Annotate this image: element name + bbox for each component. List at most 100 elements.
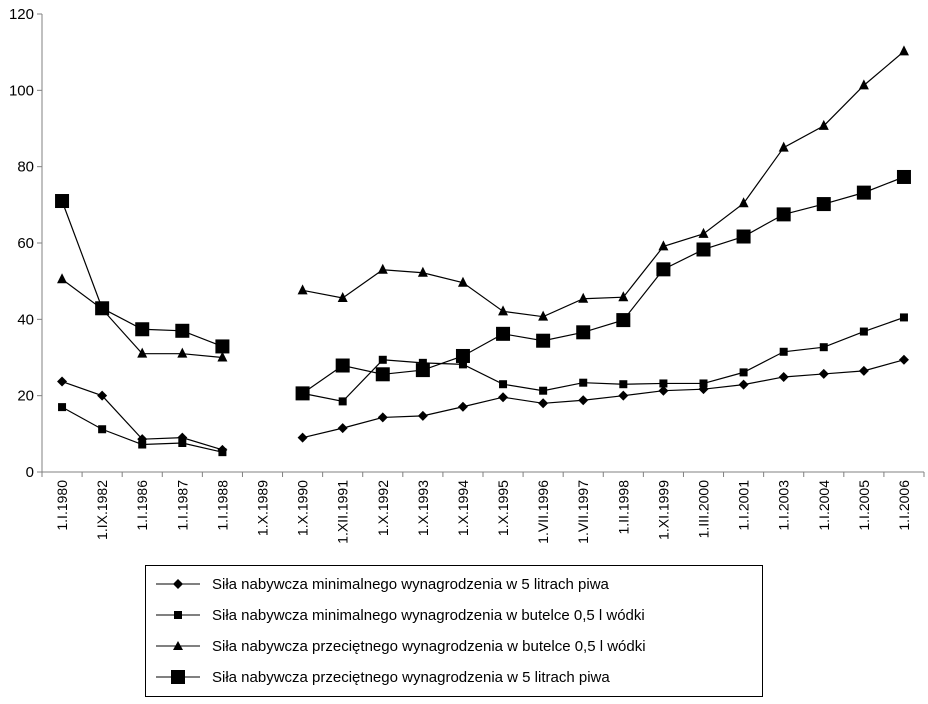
data-point-triangle bbox=[738, 197, 749, 208]
data-point-square bbox=[98, 425, 107, 434]
x-tick-label: 1.XII.1991 bbox=[335, 480, 351, 544]
x-tick-label: 1.I.1980 bbox=[54, 480, 70, 531]
data-point-square-large bbox=[295, 386, 310, 401]
legend-entry-2: Siła nabywcza minimalnego wynagrodzenia … bbox=[154, 603, 645, 627]
x-tick-label: 1.XI.1999 bbox=[655, 480, 671, 540]
series-3 bbox=[57, 45, 909, 362]
data-point-square bbox=[699, 379, 708, 388]
y-tick-label: 120 bbox=[9, 6, 34, 23]
data-point-triangle bbox=[618, 291, 629, 302]
data-point-square-large bbox=[576, 325, 591, 340]
data-point-triangle bbox=[578, 292, 589, 303]
data-point-square bbox=[859, 327, 868, 336]
data-point-square bbox=[218, 448, 227, 457]
x-tick-label: 1.I.2004 bbox=[816, 480, 832, 531]
data-point-diamond bbox=[818, 368, 829, 379]
data-point-square bbox=[58, 403, 67, 412]
data-point-square bbox=[579, 378, 588, 387]
data-point-square bbox=[338, 397, 347, 406]
data-point-diamond bbox=[578, 395, 589, 406]
y-tick-label: 20 bbox=[17, 388, 34, 405]
x-tick-label: 1.VII.1996 bbox=[535, 480, 551, 544]
data-point-square bbox=[539, 386, 548, 395]
data-point-triangle bbox=[698, 227, 709, 238]
data-point-square bbox=[619, 380, 628, 389]
data-point-square-large bbox=[736, 229, 751, 244]
data-point-square-large bbox=[496, 326, 511, 341]
y-tick-label: 100 bbox=[9, 82, 34, 99]
x-tick-label: 1.X.1995 bbox=[495, 480, 511, 536]
data-point-square-large bbox=[656, 262, 671, 277]
data-point-diamond bbox=[778, 371, 789, 382]
x-tick-label: 1.I.2005 bbox=[856, 480, 872, 531]
y-tick-label: 40 bbox=[17, 311, 34, 328]
legend-label-2: Siła nabywcza minimalnego wynagrodzenia … bbox=[212, 606, 645, 624]
data-point-triangle bbox=[498, 305, 509, 316]
x-tick-label: 1.I.1987 bbox=[174, 480, 190, 531]
data-point-square bbox=[378, 355, 387, 364]
data-point-square-large bbox=[135, 322, 150, 337]
data-point-diamond bbox=[538, 398, 549, 409]
data-point-triangle bbox=[898, 45, 909, 56]
x-tick-label: 1.X.1994 bbox=[455, 480, 471, 536]
series-line bbox=[302, 359, 905, 439]
data-point-square-large bbox=[455, 348, 470, 363]
line-chart: 0 20 40 60 80 100 120 1.I.1980 1.IX.1982 1.I.1986… bbox=[9, 6, 925, 544]
x-tick-label: 1.I.1988 bbox=[214, 480, 230, 531]
data-point-diamond bbox=[97, 390, 108, 401]
series-line bbox=[302, 316, 905, 403]
x-tick-label: 1.X.1989 bbox=[255, 480, 271, 536]
y-tick-label: 60 bbox=[17, 235, 34, 252]
x-tick-label: 1.X.1992 bbox=[375, 480, 391, 536]
data-point-diamond bbox=[297, 432, 308, 443]
data-point-triangle bbox=[137, 347, 148, 358]
chart-ticks: 0 20 40 60 80 100 120 1.I.1980 1.IX.1982 1.I.1986… bbox=[9, 6, 925, 544]
data-point-triangle bbox=[778, 141, 789, 152]
data-point-square-large bbox=[696, 242, 711, 257]
legend-entry-4: Siła nabywcza przeciętnego wynagrodzenia… bbox=[154, 665, 610, 689]
data-point-diamond bbox=[658, 385, 669, 396]
data-point-square-large bbox=[816, 197, 831, 212]
legend-label-3: Siła nabywcza przeciętnego wynagrodzenia… bbox=[212, 637, 646, 655]
data-point-square-large bbox=[215, 339, 230, 354]
series-line bbox=[61, 278, 223, 359]
legend-marker-triangle-icon bbox=[156, 641, 200, 650]
series-4 bbox=[55, 169, 911, 401]
data-point-square-large bbox=[175, 323, 190, 338]
data-point-diamond bbox=[498, 392, 509, 403]
chart-axes bbox=[41, 14, 924, 473]
data-point-square-large bbox=[896, 169, 911, 184]
data-point-square bbox=[779, 347, 788, 356]
x-tick-label: 1.X.1993 bbox=[415, 480, 431, 536]
data-point-square bbox=[739, 368, 748, 377]
legend-entry-1: Siła nabywcza minimalnego wynagrodzenia … bbox=[154, 572, 609, 596]
series-line bbox=[302, 50, 905, 318]
data-point-square bbox=[819, 343, 828, 352]
data-point-diamond bbox=[57, 376, 68, 387]
data-point-square bbox=[418, 358, 427, 367]
data-point-square-large bbox=[95, 301, 110, 316]
data-point-diamond bbox=[417, 410, 428, 421]
legend-marker-square-small-icon bbox=[156, 611, 200, 619]
data-point-diamond bbox=[898, 354, 909, 365]
data-point-square bbox=[499, 380, 508, 389]
x-tick-label: 1.III.2000 bbox=[696, 480, 712, 539]
data-point-square-large bbox=[776, 207, 791, 222]
data-point-square-large bbox=[536, 333, 551, 348]
data-point-square-large bbox=[616, 313, 631, 328]
data-point-diamond bbox=[457, 401, 468, 412]
data-point-square-large bbox=[375, 367, 390, 382]
data-point-diamond bbox=[738, 379, 749, 390]
data-point-square bbox=[458, 360, 467, 369]
data-point-triangle bbox=[57, 273, 68, 284]
data-point-triangle bbox=[337, 291, 348, 302]
y-tick-label: 0 bbox=[26, 464, 34, 481]
data-point-diamond bbox=[377, 412, 388, 423]
legend-label-4: Siła nabywcza przeciętnego wynagrodzenia… bbox=[212, 668, 610, 686]
data-point-triangle bbox=[538, 310, 549, 321]
chart-plot-area bbox=[55, 45, 911, 457]
series-line bbox=[302, 176, 905, 394]
data-point-triangle bbox=[377, 263, 388, 274]
legend-marker-square-large-icon bbox=[156, 670, 200, 684]
data-point-triangle bbox=[177, 347, 188, 358]
